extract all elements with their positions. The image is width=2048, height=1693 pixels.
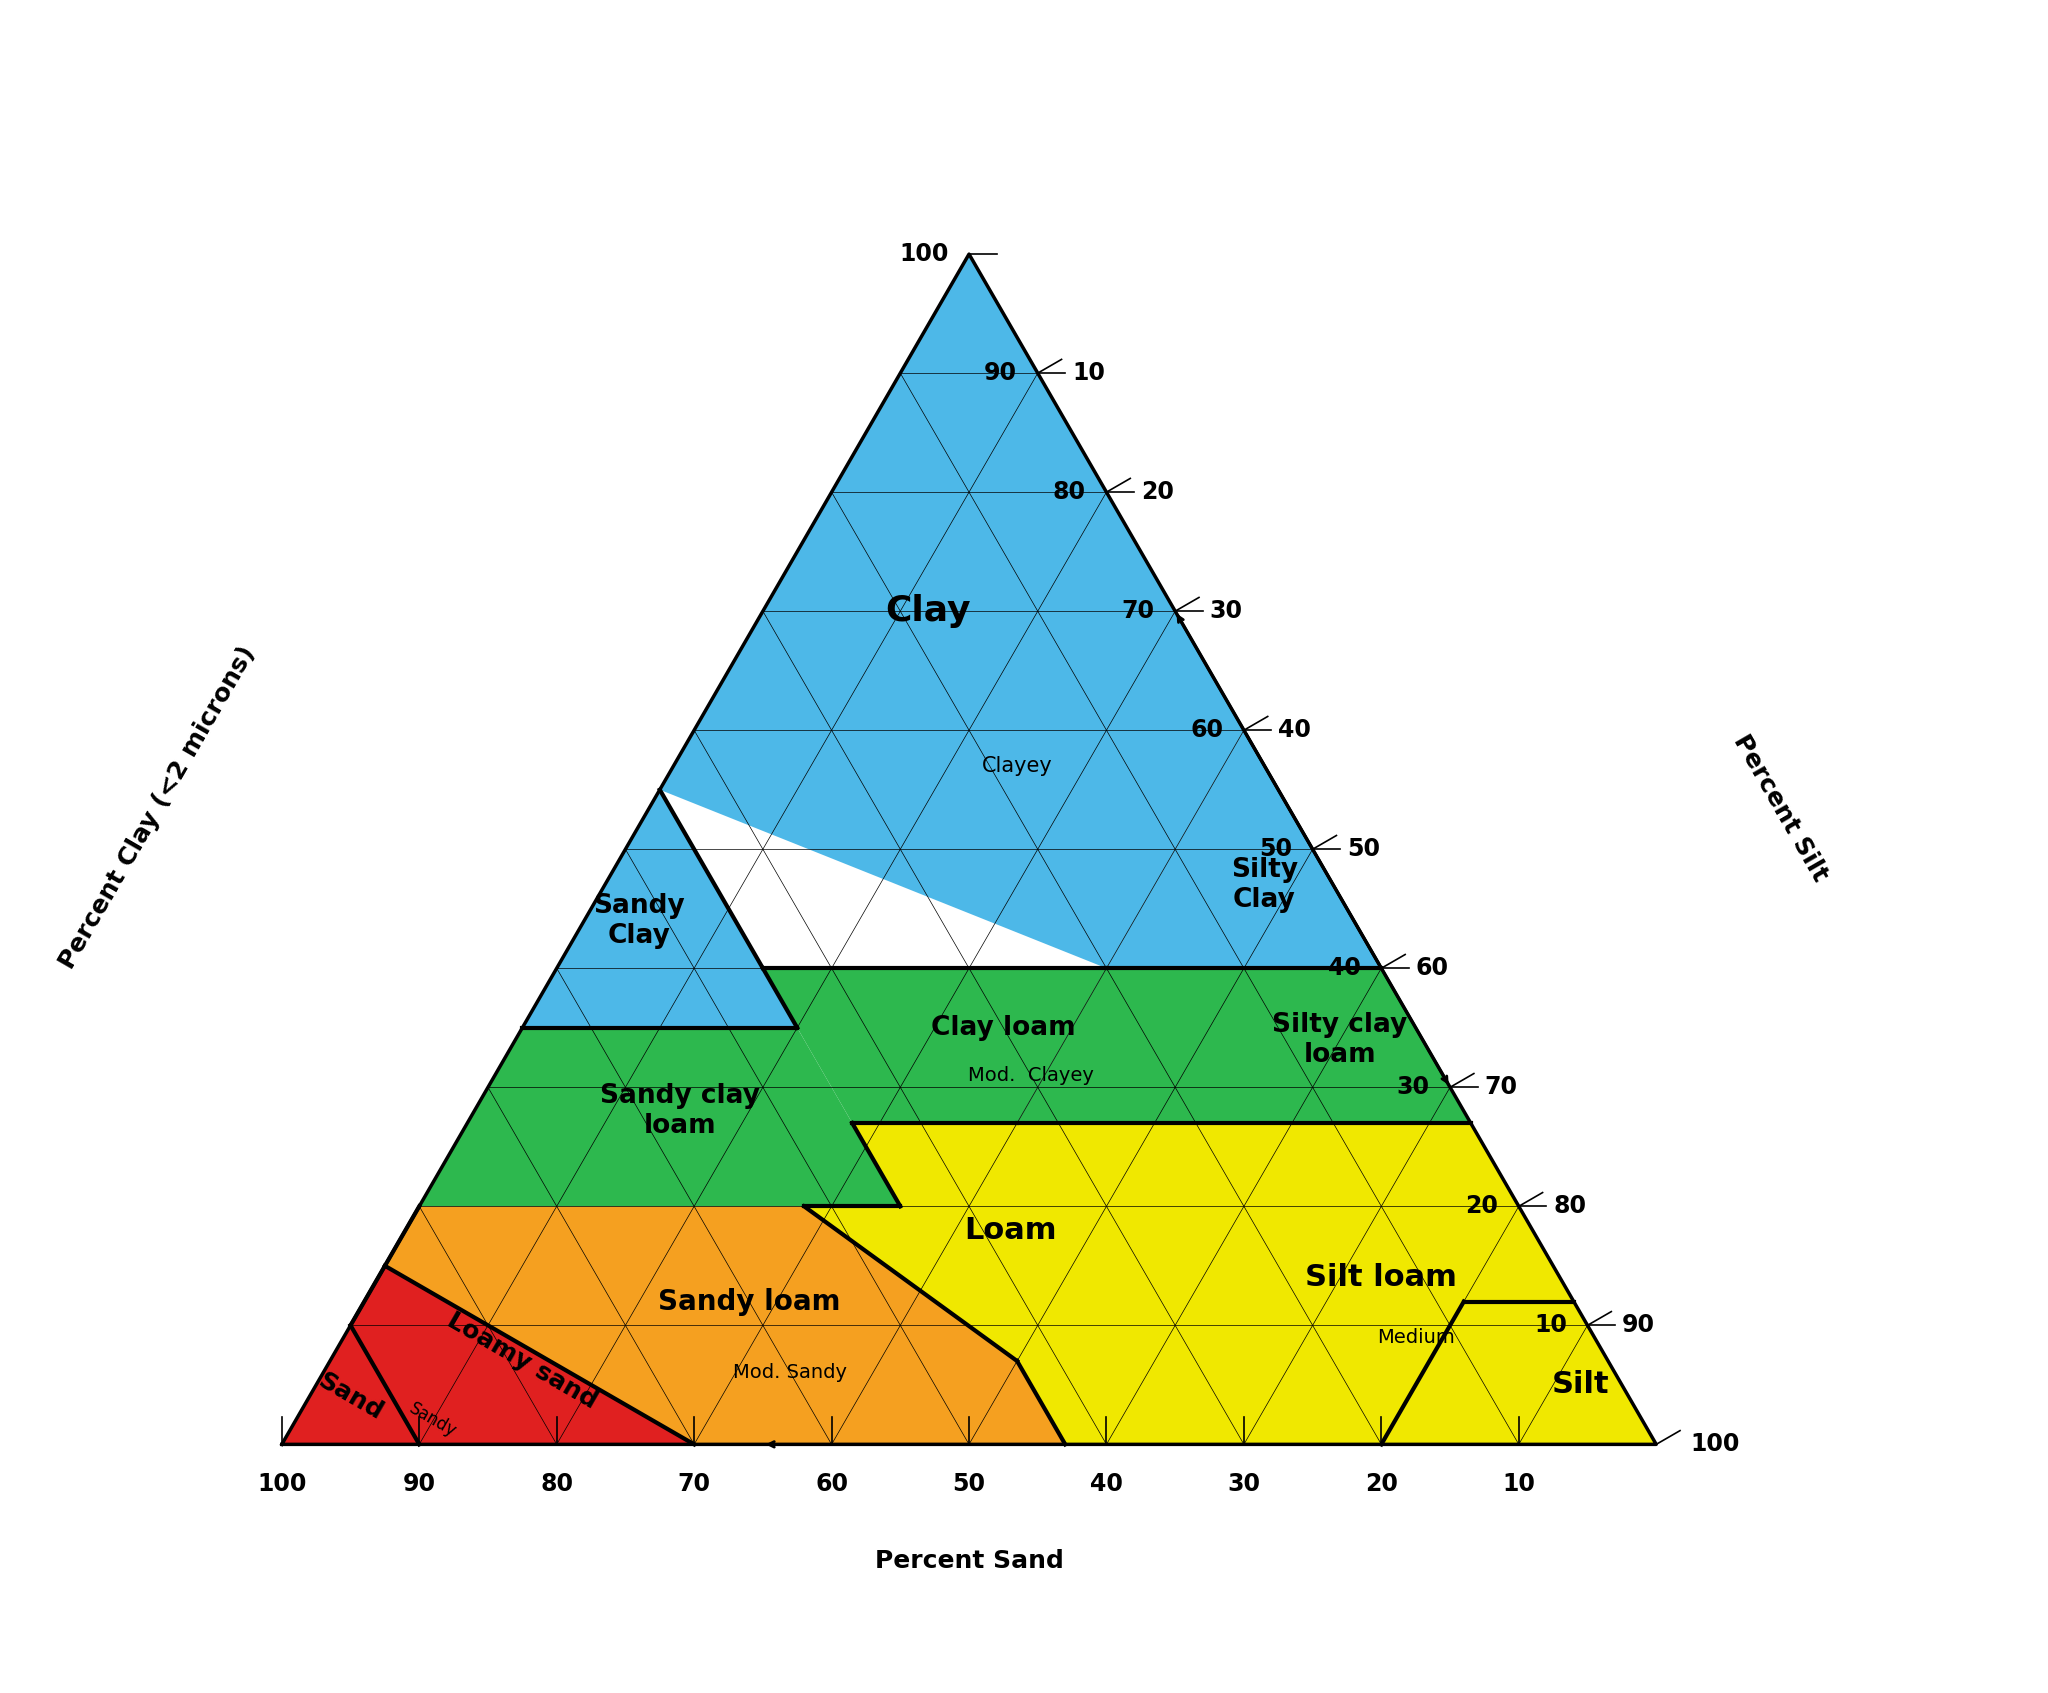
Text: Silt: Silt — [1552, 1370, 1610, 1400]
Polygon shape — [420, 1028, 901, 1207]
Text: 70: 70 — [1485, 1075, 1518, 1099]
Text: 10: 10 — [1503, 1471, 1536, 1497]
Text: 50: 50 — [1260, 838, 1292, 862]
Text: Clay loam: Clay loam — [932, 1014, 1075, 1041]
Polygon shape — [659, 254, 1243, 968]
Text: 30: 30 — [1210, 599, 1243, 623]
Text: Sandy: Sandy — [406, 1400, 461, 1441]
Text: 20: 20 — [1464, 1194, 1499, 1219]
Text: 60: 60 — [815, 1471, 848, 1497]
Text: 70: 70 — [1122, 599, 1155, 623]
Text: 80: 80 — [1053, 481, 1085, 505]
Text: Sand: Sand — [313, 1368, 387, 1426]
Text: 100: 100 — [258, 1471, 307, 1497]
Text: 20: 20 — [1364, 1471, 1399, 1497]
Text: 90: 90 — [1622, 1314, 1655, 1337]
Text: Sandy loam: Sandy loam — [657, 1288, 840, 1315]
Text: 80: 80 — [1552, 1194, 1585, 1219]
Text: Medium: Medium — [1376, 1327, 1454, 1346]
Text: Mod.  Clayey: Mod. Clayey — [969, 1067, 1094, 1085]
Polygon shape — [1380, 1302, 1657, 1444]
Text: Sandy
Clay: Sandy Clay — [594, 892, 684, 948]
Text: Percent Sand: Percent Sand — [874, 1549, 1063, 1573]
Text: 70: 70 — [678, 1471, 711, 1497]
Text: 60: 60 — [1190, 718, 1223, 742]
Text: 10: 10 — [1534, 1314, 1567, 1337]
Text: Silty clay
loam: Silty clay loam — [1272, 1012, 1407, 1068]
Text: 100: 100 — [899, 242, 948, 266]
Text: 80: 80 — [541, 1471, 573, 1497]
Text: 10: 10 — [1071, 361, 1106, 384]
Polygon shape — [522, 789, 797, 1028]
Text: 60: 60 — [1415, 957, 1448, 980]
Polygon shape — [350, 1266, 694, 1444]
Text: 50: 50 — [952, 1471, 985, 1497]
Text: Sandy clay
loam: Sandy clay loam — [600, 1084, 760, 1139]
Text: Clayey: Clayey — [981, 755, 1053, 775]
Polygon shape — [1106, 730, 1380, 968]
Text: Percent Clay (<2 microns): Percent Clay (<2 microns) — [55, 643, 260, 973]
Text: 30: 30 — [1397, 1075, 1430, 1099]
Text: 40: 40 — [1090, 1471, 1122, 1497]
Polygon shape — [805, 1122, 1292, 1361]
Text: Silt loam: Silt loam — [1305, 1263, 1458, 1292]
Text: Mod. Sandy: Mod. Sandy — [733, 1363, 848, 1383]
Text: 40: 40 — [1327, 957, 1360, 980]
Text: 50: 50 — [1348, 838, 1380, 862]
Polygon shape — [1018, 968, 1470, 1122]
Text: 90: 90 — [985, 361, 1018, 384]
Text: 100: 100 — [1690, 1432, 1741, 1456]
Text: 40: 40 — [1278, 718, 1311, 742]
Text: 90: 90 — [403, 1471, 436, 1497]
Polygon shape — [283, 1326, 420, 1444]
Polygon shape — [762, 968, 1106, 1122]
Text: Loamy sand: Loamy sand — [442, 1309, 602, 1414]
Text: 20: 20 — [1141, 481, 1174, 505]
Polygon shape — [1018, 1122, 1657, 1444]
Text: Loam: Loam — [965, 1216, 1057, 1244]
Polygon shape — [385, 1207, 1065, 1444]
Text: 30: 30 — [1227, 1471, 1260, 1497]
Text: Percent Silt: Percent Silt — [1729, 730, 1831, 885]
Text: Clay: Clay — [885, 594, 971, 628]
Text: Silty
Clay: Silty Clay — [1231, 857, 1298, 913]
